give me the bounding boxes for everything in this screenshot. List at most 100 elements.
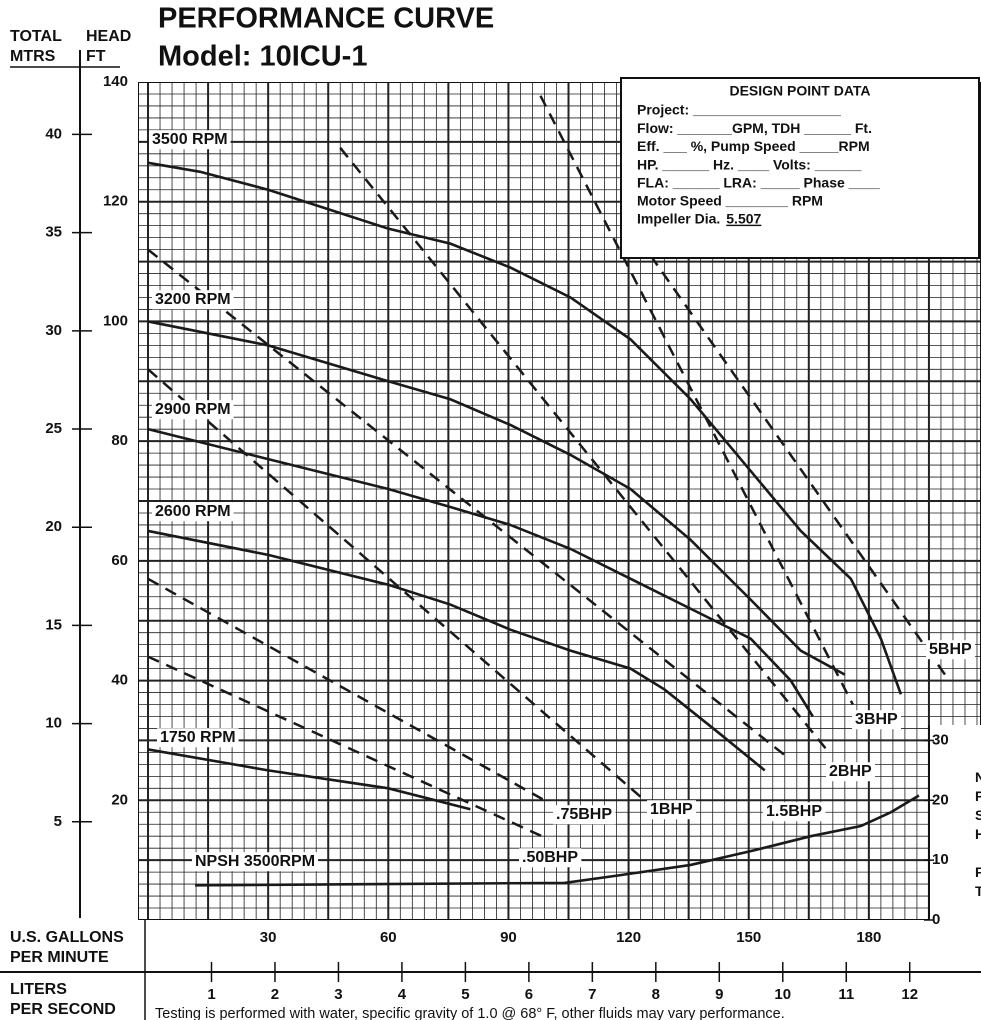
label-background	[553, 805, 616, 825]
design-point-line: Eff. ___ %, Pump Speed _____RPM	[637, 138, 870, 154]
y2-tick-label: 35	[45, 224, 62, 241]
y2-tick-label: 25	[45, 420, 62, 437]
label-background	[763, 802, 826, 822]
curve-label: 2900 RPM	[155, 401, 231, 418]
axis-header: HEAD	[86, 28, 131, 45]
y-tick-label: 140	[103, 73, 128, 90]
y2-tick-label: 5	[54, 813, 62, 830]
power-label: .75BHP	[556, 806, 612, 823]
label-background	[149, 130, 231, 150]
design-point-line: Impeller Dia.	[637, 211, 720, 227]
power-label: 1.5BHP	[766, 803, 822, 820]
y2-tick-label: 30	[45, 322, 62, 339]
y-tick-label: 60	[111, 552, 128, 569]
power-line	[147, 368, 646, 802]
x-tick-label: 60	[380, 929, 397, 946]
power-label: 5BHP	[929, 641, 972, 658]
label-background	[152, 502, 234, 522]
x2-tick-label: 11	[838, 986, 854, 1003]
axis-header: MTRS	[10, 48, 56, 65]
x2-tick-label: 12	[901, 986, 918, 1003]
npsh-tick-label: 10	[932, 851, 949, 868]
label-background	[852, 710, 902, 730]
power-line	[339, 147, 830, 754]
power-label: 2BHP	[829, 763, 872, 780]
x2-tick-label: 10	[774, 986, 791, 1003]
y2-tick-label: 15	[45, 616, 62, 633]
npsh-tick-label: 0	[932, 911, 940, 928]
design-point-line: Project: ___________________	[637, 102, 841, 118]
head-curve	[147, 161, 903, 695]
chart-title: PERFORMANCE CURVE	[158, 3, 494, 35]
impeller-value: 5.507	[726, 211, 761, 227]
power-line	[147, 248, 790, 760]
design-point-box: DESIGN POINT DATA Project: ______________…	[620, 77, 980, 259]
x2-tick-label: 4	[398, 986, 407, 1003]
axis-header: TOTAL	[10, 28, 62, 45]
power-line	[649, 254, 946, 676]
power-line	[539, 95, 854, 706]
chart-subtitle: Model: 10ICU-1	[158, 41, 367, 73]
head-curve	[147, 529, 766, 772]
x-tick-label: 90	[500, 929, 517, 946]
curve-label: 1750 RPM	[160, 729, 236, 746]
y2-tick-label: 20	[45, 518, 62, 535]
x-tick-label: 120	[616, 929, 641, 946]
y-tick-label: 20	[111, 791, 128, 808]
label-background	[157, 728, 239, 748]
npsh-tick-label: 30	[932, 731, 949, 748]
x-tick-label: 150	[736, 929, 761, 946]
y-tick-label: 80	[111, 432, 128, 449]
x2-axis-label: LITERS	[10, 981, 67, 998]
curve-label: 3200 RPM	[155, 291, 231, 308]
x2-tick-label: 2	[271, 986, 279, 1003]
label-background	[192, 852, 319, 872]
npsh-axis-area	[929, 725, 981, 920]
power-line	[147, 655, 550, 841]
x-tick-label: 180	[856, 929, 881, 946]
curve-label: 3500 RPM	[152, 131, 228, 148]
x2-tick-label: 8	[652, 986, 660, 1003]
design-point-frame	[620, 77, 980, 259]
y-tick-label: 100	[103, 312, 128, 329]
design-point-line: Motor Speed ________ RPM	[637, 193, 823, 209]
head-curve	[147, 320, 846, 676]
footnote: Testing is performed with water, specifi…	[155, 1006, 785, 1020]
design-point-title: DESIGN POINT DATA	[729, 83, 870, 99]
label-background	[519, 848, 582, 868]
x2-tick-label: 7	[588, 986, 596, 1003]
design-point-line: Flow: _______GPM, TDH ______ Ft.	[637, 120, 872, 136]
label-background	[826, 762, 876, 782]
label-background	[926, 640, 976, 660]
head-curve	[195, 794, 920, 887]
y-tick-label: 120	[103, 193, 128, 210]
power-label: 1BHP	[650, 801, 693, 818]
x2-tick-label: 5	[461, 986, 469, 1003]
label-background	[152, 400, 234, 420]
npsh-tick-label: 20	[932, 791, 949, 808]
x2-tick-label: 9	[715, 986, 723, 1003]
label-background	[152, 290, 234, 310]
power-label: 3BHP	[855, 711, 898, 728]
x-tick-label: 30	[260, 929, 277, 946]
y2-tick-label: 40	[45, 125, 62, 142]
x2-tick-label: 1	[207, 986, 215, 1003]
y-tick-label: 40	[111, 672, 128, 689]
curve-label: NPSH 3500RPM	[195, 853, 315, 870]
power-line	[147, 577, 546, 802]
head-curve	[147, 748, 471, 811]
curve-label: 2600 RPM	[155, 503, 231, 520]
x2-tick-label: 3	[334, 986, 342, 1003]
design-point-line: HP. ______ Hz. ____ Volts: ______	[637, 156, 862, 172]
x2-axis-label: PER SECOND	[10, 1001, 116, 1018]
x-axis-label: U.S. GALLONS	[10, 929, 124, 946]
power-label: .50BHP	[522, 849, 578, 866]
design-point-line: FLA: ______ LRA: _____ Phase ____	[637, 175, 880, 191]
x2-tick-label: 6	[525, 986, 533, 1003]
axis-header: FT	[86, 48, 106, 65]
x-axis-label: PER MINUTE	[10, 949, 109, 966]
y2-tick-label: 10	[45, 715, 62, 732]
head-curve	[147, 427, 814, 718]
